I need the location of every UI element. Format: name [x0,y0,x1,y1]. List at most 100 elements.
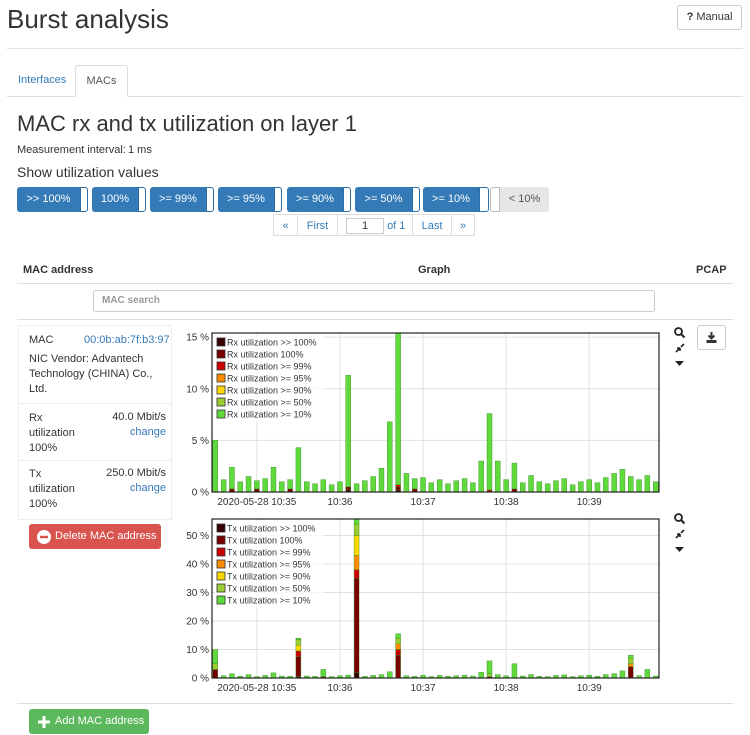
bar [312,483,318,493]
bar [328,484,335,493]
bar [652,481,659,493]
bar [636,479,642,493]
filter-label: >= 50% [355,187,412,212]
bar [387,671,393,679]
legend-swatch [216,349,226,359]
legend-swatch [216,385,226,395]
minus-icon [37,530,51,544]
page-first[interactable]: First [297,214,338,236]
bar [486,413,493,491]
bar [619,670,626,679]
toggle[interactable] [80,187,88,212]
divider [19,403,171,404]
y-tick-label: 20 % [186,617,209,628]
filter-label: >= 90% [287,187,343,212]
legend-label: Tx utilization >= 50% [227,584,311,594]
measurement-value: 1 ms [128,144,152,156]
mac-search[interactable]: MAC search [93,290,655,312]
y-tick-label: 0 % [192,488,209,499]
bar [544,483,551,493]
section-title: MAC rx and tx utilization on layer 1 [17,111,357,136]
toggle[interactable] [138,187,146,212]
bar [279,481,285,493]
delete-button[interactable]: Delete MAC address [29,524,161,549]
tab-macs[interactable]: MACs [75,65,128,97]
bar [395,655,401,679]
bar [528,475,534,493]
toggle[interactable] [274,187,282,212]
legend-label: Rx utilization >= 10% [227,410,312,420]
plus-icon [38,716,50,728]
tab-interfaces[interactable]: Interfaces [18,74,67,86]
toggle[interactable] [343,187,351,212]
mac-vendor: NIC Vendor: Advantech Technology (CHINA)… [29,353,153,395]
filter[interactable]: >= 50% [355,187,420,212]
mac-address[interactable]: 00:0b:ab:7f:b3:97 [84,334,170,346]
y-tick-label: 15 % [186,333,209,344]
bar [262,478,268,493]
bar [561,478,567,493]
bar [254,480,260,490]
filter[interactable]: >= 95% [218,187,282,212]
rx-label: Rx utilization 100% [29,412,75,454]
filter[interactable]: >= 90% [287,187,351,212]
bar [229,467,235,490]
bar [628,655,634,659]
bar [586,479,592,493]
filter[interactable]: >= 99% [150,187,214,212]
divider [7,48,743,49]
bar [295,447,302,493]
bar [619,469,626,493]
bar [486,660,493,674]
tx-change[interactable]: change [129,482,166,494]
bar [628,476,634,493]
bar [220,479,227,493]
filter[interactable]: < 10% [490,187,549,212]
rx-change[interactable]: change [129,426,166,438]
toggle[interactable] [479,187,489,212]
toggle[interactable] [412,187,420,212]
page-last[interactable]: Last [412,214,452,236]
page-prev[interactable]: « [273,214,298,236]
mac-label: MAC [29,334,54,346]
bar [395,637,401,645]
bar [611,673,617,679]
bar [353,523,360,536]
column-header: PCAP [696,264,727,276]
filter-label: >> 100% [17,187,80,212]
bar [520,482,526,493]
page-next[interactable]: » [451,214,475,236]
toggle[interactable] [206,187,214,212]
bar [503,479,509,493]
legend-swatch [216,547,226,557]
bar [628,663,634,667]
x-tick-label: 2020-05-28 10:35 [217,497,296,508]
bar [395,633,401,639]
bar [304,481,310,493]
filter[interactable]: >> 100% [17,187,88,212]
toggle[interactable] [490,187,500,212]
bar [212,669,219,679]
bar [345,375,351,488]
pcap-download[interactable] [697,325,726,350]
rx-chart-tools[interactable] [673,326,687,370]
legend-swatch [216,559,226,569]
bar [353,555,360,570]
legend-swatch [216,595,226,605]
add-button[interactable]: Add MAC address [29,709,149,734]
bar [511,462,518,490]
plot-frame [211,518,660,679]
bar [486,673,493,677]
legend-swatch [216,337,226,347]
filter[interactable]: >= 10% [423,187,489,212]
page-input[interactable]: 1 [346,218,384,234]
x-tick-label: 10:37 [411,497,436,508]
bar [353,535,360,556]
filter[interactable]: 100% [92,187,146,212]
bar [212,440,219,493]
tx-chart-tools[interactable] [673,512,687,556]
bar [461,478,468,493]
bar [387,421,393,493]
legend-swatch [216,361,226,371]
manual-button[interactable]: ? Manual [677,5,742,30]
